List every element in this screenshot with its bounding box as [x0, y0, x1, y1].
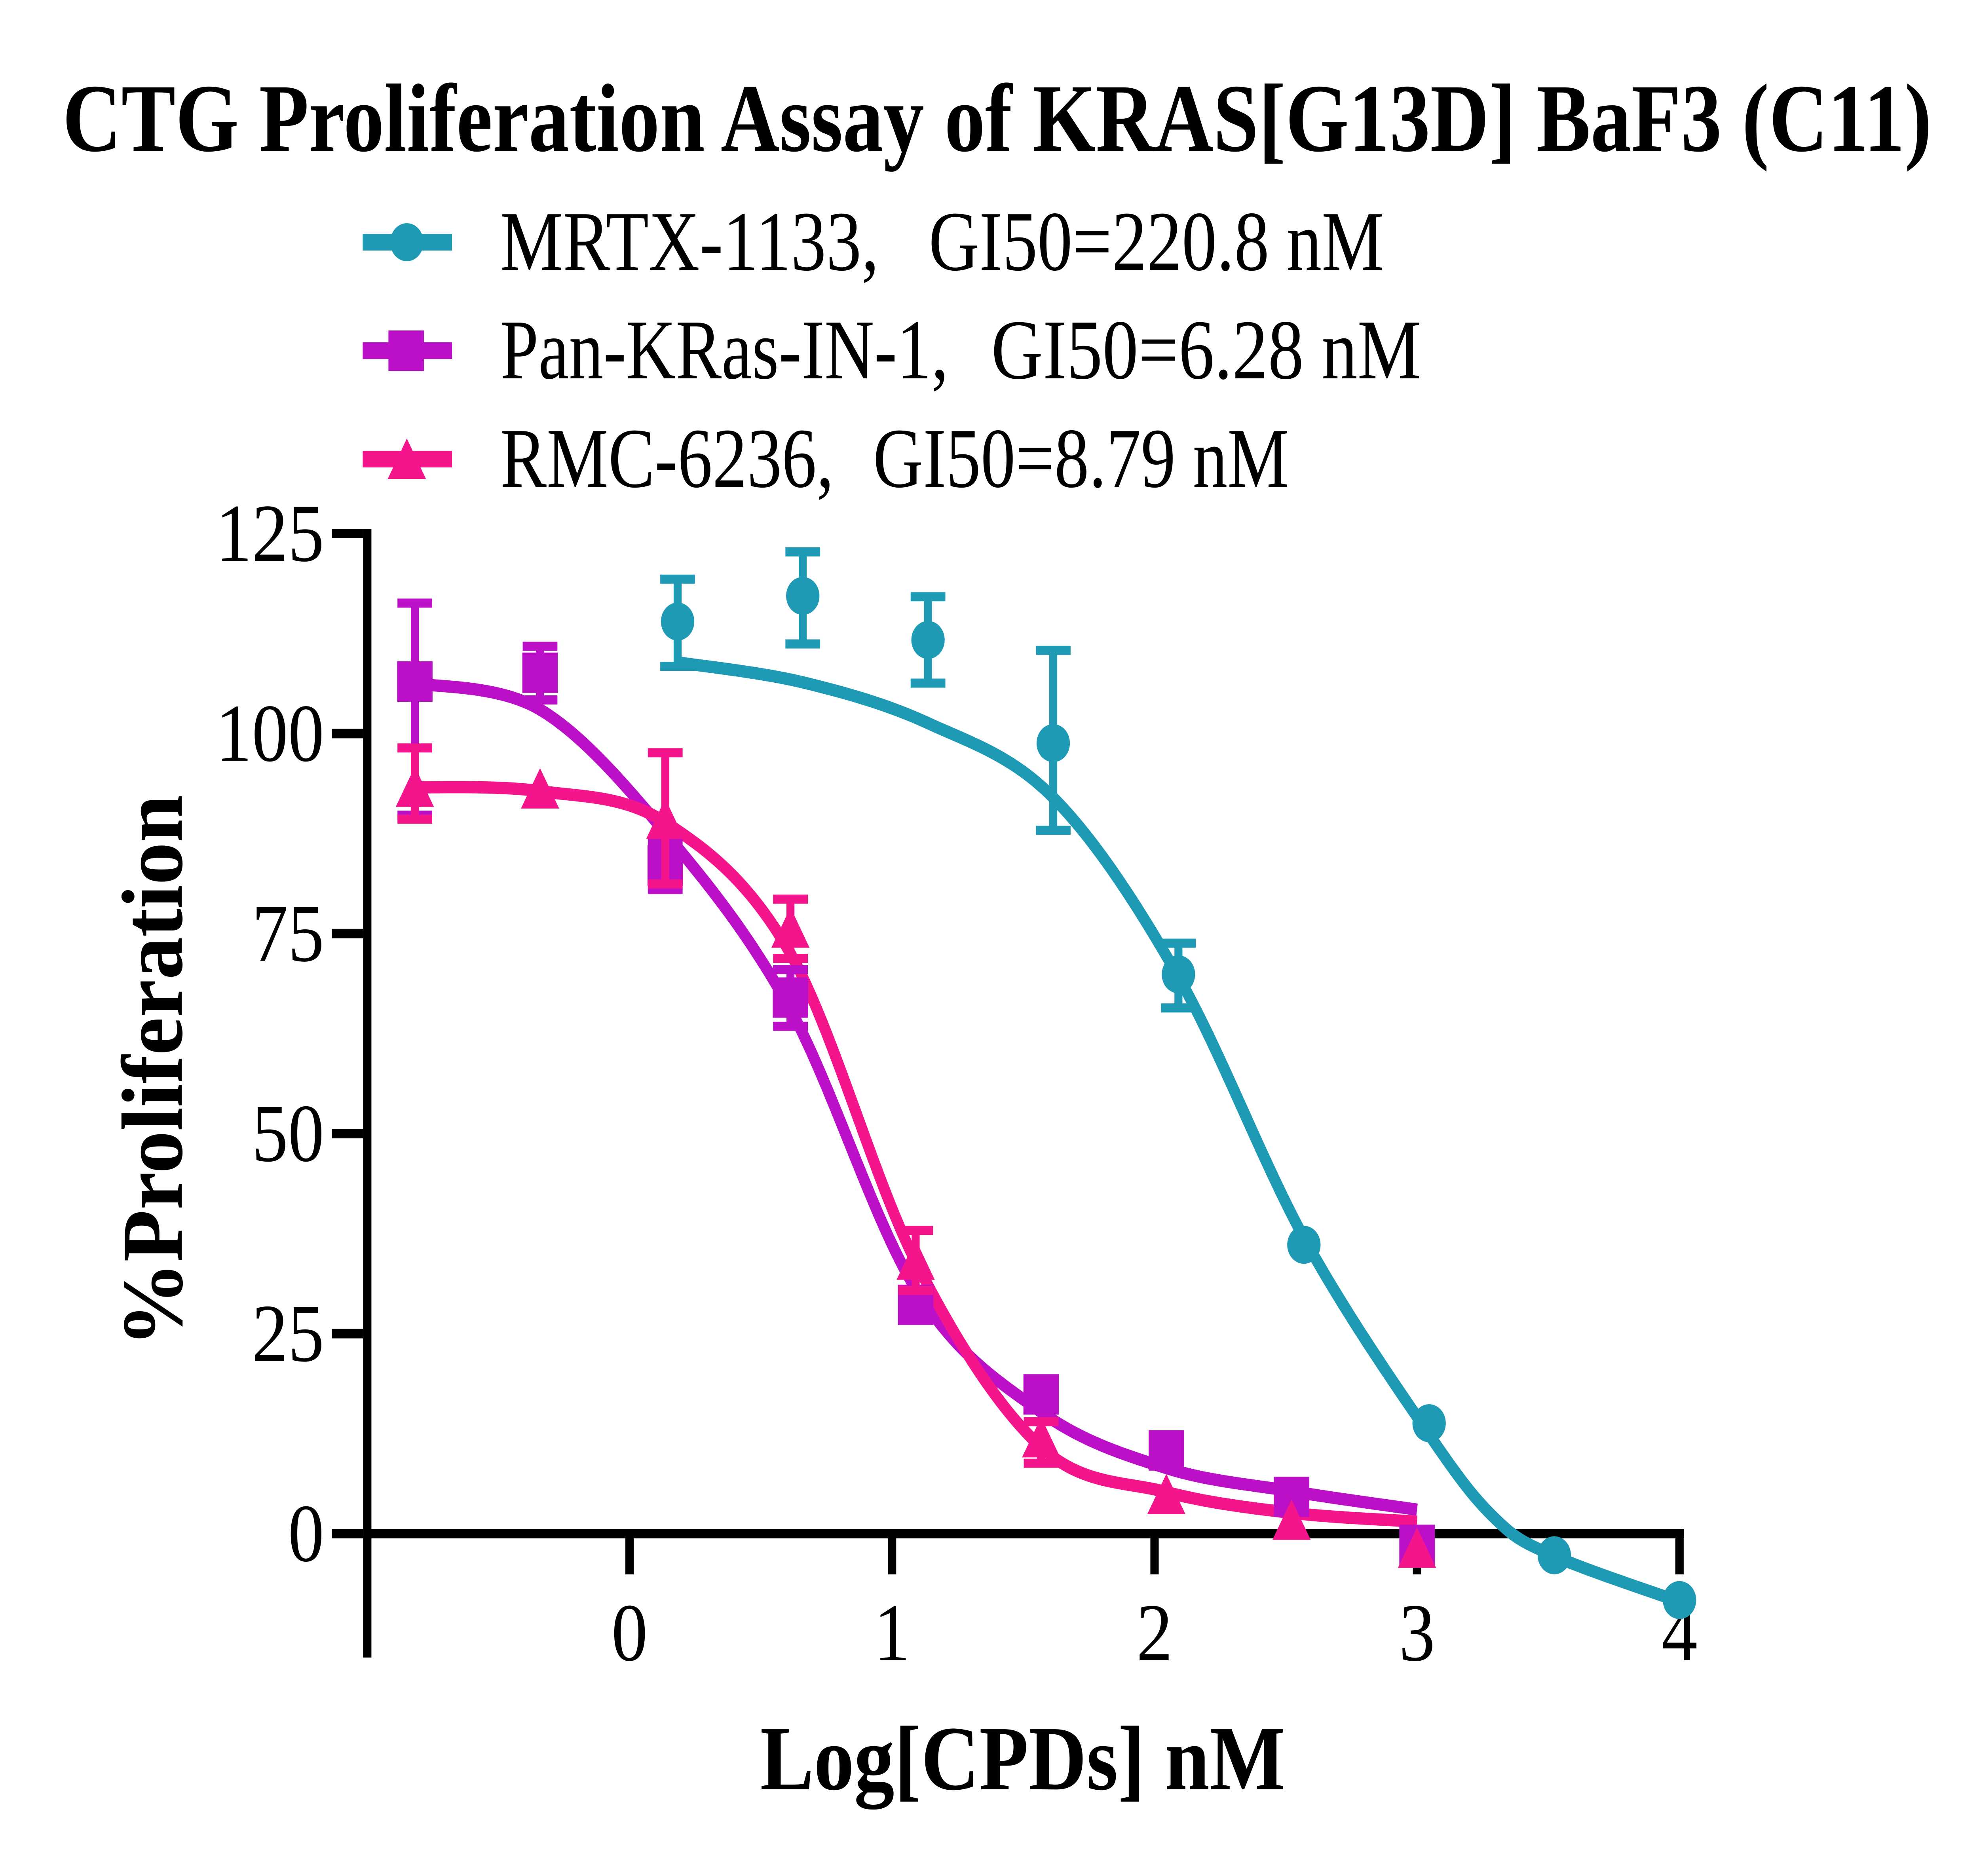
svg-text:25: 25	[252, 1288, 324, 1379]
svg-text:2: 2	[1136, 1587, 1172, 1679]
svg-text:MRTX-1133,: MRTX-1133,	[500, 194, 879, 289]
svg-text:0: 0	[288, 1488, 324, 1579]
svg-text:0: 0	[612, 1587, 648, 1679]
svg-text:125: 125	[216, 488, 324, 579]
svg-text:3: 3	[1399, 1587, 1435, 1679]
svg-text:RMC-6236,: RMC-6236,	[500, 411, 834, 505]
svg-text:75: 75	[252, 888, 324, 979]
svg-text:GI50=6.28 nM: GI50=6.28 nM	[991, 303, 1421, 397]
svg-text:CTG Proliferation Assay of KRA: CTG Proliferation Assay of KRAS[G13D] Ba…	[63, 65, 1932, 172]
svg-text:%Proliferation: %Proliferation	[104, 795, 201, 1347]
svg-text:GI50=220.8 nM: GI50=220.8 nM	[929, 194, 1384, 289]
svg-text:1: 1	[874, 1587, 910, 1679]
svg-text:50: 50	[252, 1088, 324, 1179]
svg-text:100: 100	[216, 688, 324, 779]
svg-text:Log[CPDs] nM: Log[CPDs] nM	[760, 1708, 1286, 1810]
svg-text:Pan-KRas-IN-1,: Pan-KRas-IN-1,	[500, 303, 948, 397]
svg-text:GI50=8.79 nM: GI50=8.79 nM	[873, 411, 1289, 505]
